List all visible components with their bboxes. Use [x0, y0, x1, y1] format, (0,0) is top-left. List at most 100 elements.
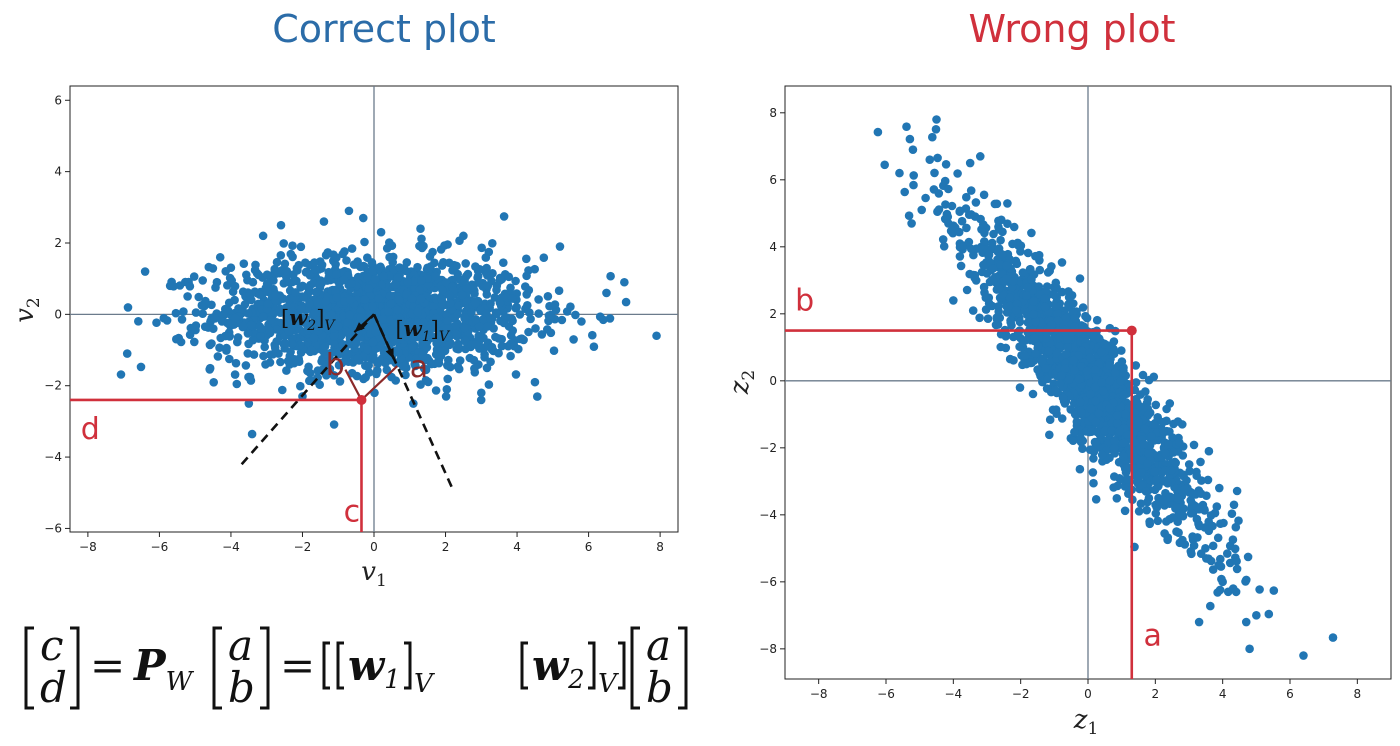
- data-point: [418, 350, 428, 360]
- data-point: [402, 332, 412, 342]
- data-point: [1069, 355, 1078, 365]
- x-tick-label: −8: [810, 687, 828, 701]
- bracket-right-2: [260, 626, 270, 710]
- data-point: [984, 299, 994, 308]
- data-point: [379, 271, 388, 281]
- data-point: [360, 237, 369, 247]
- data-point: [1159, 495, 1168, 505]
- data-point: [1081, 311, 1090, 321]
- y-tick-label: −2: [44, 379, 62, 393]
- data-point: [1231, 587, 1241, 597]
- data-point: [140, 267, 150, 276]
- data-point: [1186, 547, 1196, 556]
- formula-a-final: a: [646, 621, 671, 670]
- data-point: [1255, 585, 1264, 594]
- data-point: [393, 305, 402, 315]
- x-tick-label: 8: [1354, 687, 1362, 701]
- data-point: [1089, 454, 1098, 463]
- highlighted-point: [1126, 325, 1137, 336]
- data-point: [443, 374, 453, 384]
- data-point: [1091, 396, 1100, 406]
- data-point: [471, 262, 480, 271]
- data-point: [1223, 549, 1232, 558]
- data-point: [533, 392, 542, 401]
- data-point: [263, 287, 272, 297]
- data-point: [433, 350, 442, 360]
- y-tick-label: 6: [769, 173, 777, 187]
- data-point: [408, 342, 417, 352]
- data-point: [210, 314, 220, 323]
- data-point: [550, 300, 560, 309]
- data-point: [307, 345, 316, 355]
- data-point: [438, 285, 447, 295]
- data-point: [1075, 274, 1085, 283]
- data-point: [288, 241, 297, 250]
- data-point: [315, 380, 325, 390]
- data-point: [962, 192, 971, 202]
- data-point: [442, 324, 452, 333]
- data-point: [512, 302, 521, 312]
- data-point: [933, 207, 942, 216]
- data-point: [381, 358, 390, 368]
- data-point: [1109, 344, 1118, 354]
- data-point: [1189, 440, 1199, 450]
- data-point: [1175, 438, 1184, 447]
- data-point: [917, 205, 926, 215]
- data-point: [1119, 438, 1129, 448]
- data-point: [273, 268, 282, 278]
- data-point: [246, 320, 256, 330]
- data-point: [459, 231, 468, 241]
- data-point: [987, 238, 997, 248]
- data-point: [1163, 479, 1172, 488]
- data-point: [1026, 358, 1035, 368]
- data-point: [1029, 297, 1038, 306]
- data-point: [1059, 393, 1068, 403]
- data-point: [443, 240, 452, 249]
- data-point: [232, 379, 242, 389]
- data-point: [1175, 509, 1184, 519]
- data-point: [349, 260, 359, 269]
- data-point: [264, 325, 274, 335]
- data-point: [256, 331, 266, 341]
- data-point: [1060, 364, 1070, 373]
- data-point: [1177, 420, 1187, 429]
- data-point: [546, 328, 556, 338]
- data-point: [342, 256, 351, 265]
- data-point: [1098, 386, 1108, 396]
- data-point: [895, 168, 904, 178]
- data-point: [364, 361, 374, 370]
- data-point: [956, 261, 966, 271]
- data-point: [1109, 483, 1118, 492]
- data-point: [360, 295, 370, 304]
- data-point: [1110, 368, 1120, 378]
- data-point: [1085, 445, 1095, 455]
- data-point: [452, 330, 461, 339]
- data-point: [382, 365, 392, 375]
- data-point: [211, 283, 220, 292]
- data-point: [1018, 337, 1028, 347]
- data-point: [190, 337, 199, 347]
- data-point: [1131, 378, 1141, 387]
- x-tick-label: 6: [585, 540, 593, 554]
- data-point: [1213, 533, 1223, 543]
- data-point: [480, 353, 489, 362]
- annotation-b: b: [326, 348, 345, 383]
- data-point: [1029, 309, 1038, 319]
- data-point: [928, 132, 937, 142]
- data-point: [312, 297, 322, 307]
- x-tick-label: −8: [79, 540, 97, 554]
- data-point: [176, 337, 186, 347]
- data-point: [539, 253, 549, 262]
- data-point: [287, 339, 297, 349]
- data-point: [873, 127, 883, 137]
- data-point: [1090, 382, 1100, 392]
- data-point: [994, 307, 1003, 317]
- data-point: [1042, 384, 1052, 393]
- data-point: [282, 366, 291, 375]
- data-point: [179, 307, 188, 316]
- data-point: [243, 329, 253, 338]
- data-point: [1063, 335, 1072, 344]
- data-point: [423, 377, 433, 387]
- data-point: [413, 262, 422, 272]
- vector-label: [w1]V: [395, 316, 450, 345]
